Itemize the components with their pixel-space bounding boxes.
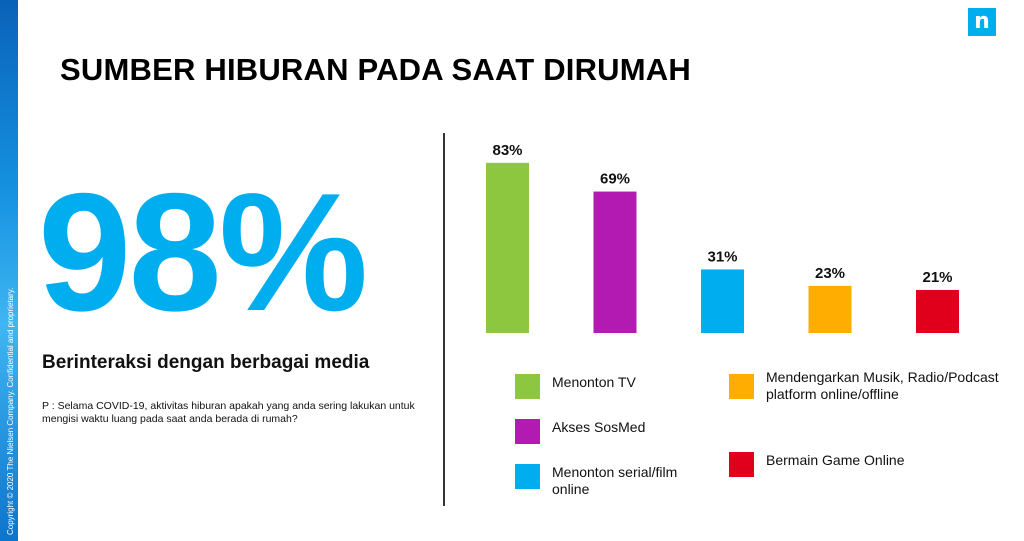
survey-question: P : Selama COVID-19, aktivitas hiburan a… xyxy=(42,400,415,425)
data-label-music: 23% xyxy=(815,265,845,282)
legend-swatch-game xyxy=(729,452,754,477)
legend-swatch-tv xyxy=(515,374,540,399)
copyright-notice: Copyright © 2020 The Nielsen Company. Co… xyxy=(6,287,15,535)
section-divider xyxy=(443,133,445,506)
bar-chart: 83% 69% 31% 23% 21% xyxy=(486,142,959,333)
bar-music xyxy=(808,285,852,333)
bar-game xyxy=(916,289,959,333)
headline-caption: Berinteraksi dengan berbagai media xyxy=(42,352,370,373)
bar-streaming xyxy=(701,269,744,333)
legend-swatch-music xyxy=(729,374,754,399)
bar-tv xyxy=(486,162,529,333)
data-label-tv: 83% xyxy=(492,142,522,159)
legend-label-tv: Menonton TV xyxy=(552,374,636,390)
legend-label-streaming: Menonton serial/film online xyxy=(552,464,678,497)
legend-item-sosmed: Akses SosMed xyxy=(515,419,715,444)
page-title: SUMBER HIBURAN PADA SAAT DIRUMAH xyxy=(60,52,691,87)
legend-label-music: Mendengarkan Musik, Radio/Podcast platfo… xyxy=(766,369,999,402)
legend-label-game: Bermain Game Online xyxy=(766,452,905,468)
bar-sosmed xyxy=(593,191,637,333)
legend-item-game: Bermain Game Online xyxy=(729,452,1014,477)
legend-item-music: Mendengarkan Musik, Radio/Podcast platfo… xyxy=(729,369,1014,403)
nielsen-logo-icon: n xyxy=(968,8,996,36)
headline-stat: 98% xyxy=(38,158,368,346)
decorative-side-strip: Copyright © 2020 The Nielsen Company. Co… xyxy=(0,0,18,541)
data-label-game: 21% xyxy=(922,269,952,286)
data-label-streaming: 31% xyxy=(707,248,737,265)
legend-swatch-streaming xyxy=(515,464,540,489)
data-label-sosmed: 69% xyxy=(600,171,630,188)
legend-swatch-sosmed xyxy=(515,419,540,444)
legend-item-tv: Menonton TV xyxy=(515,374,715,399)
legend-label-sosmed: Akses SosMed xyxy=(552,419,646,435)
legend-item-streaming: Menonton serial/film online xyxy=(515,464,695,498)
